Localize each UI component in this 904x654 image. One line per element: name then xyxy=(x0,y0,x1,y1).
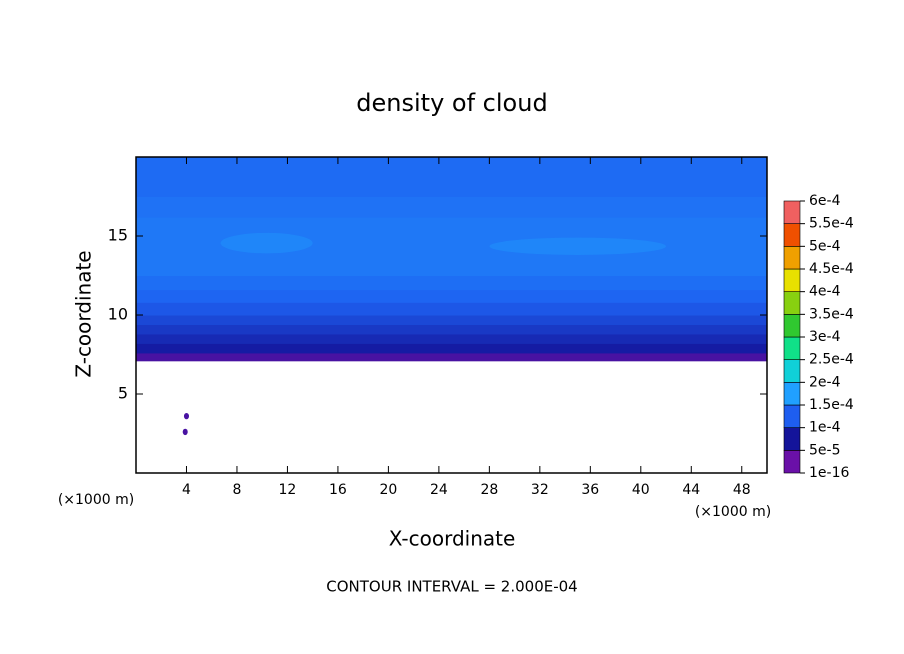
x-tick-label: 32 xyxy=(531,482,549,498)
colorbar-box xyxy=(783,404,801,428)
footer: CONTOUR INTERVAL = 2.000E-04 xyxy=(326,578,577,596)
contour-patch xyxy=(220,232,313,254)
x-tick-label: 24 xyxy=(430,482,448,498)
colorbar-box xyxy=(783,223,801,247)
x-unit: (×1000 m) xyxy=(695,504,771,520)
contour-patch xyxy=(183,412,190,420)
contour-band xyxy=(136,333,767,344)
colorbar-box xyxy=(783,291,801,315)
x-tick-label: 4 xyxy=(182,482,191,498)
colorbar-box xyxy=(783,427,801,451)
x-tick-label: 48 xyxy=(733,482,751,498)
y-unit: (×1000 m) xyxy=(58,492,134,508)
chart-title: density of cloud xyxy=(356,89,547,117)
contour-band xyxy=(136,275,767,291)
colorbar-label: 3e-4 xyxy=(809,329,841,345)
colorbar-box xyxy=(783,200,801,224)
contour-band xyxy=(136,302,767,316)
colorbar-label: 5e-5 xyxy=(809,442,840,458)
colorbar-label: 6e-4 xyxy=(809,193,841,209)
contour-patch xyxy=(489,237,667,255)
contour-band xyxy=(136,157,767,197)
colorbar-label: 4e-4 xyxy=(809,284,841,300)
y-tick-label: 10 xyxy=(108,305,128,324)
colorbar-box xyxy=(783,336,801,360)
colorbar-label: 2e-4 xyxy=(809,374,841,390)
colorbar-label: 5.5e-4 xyxy=(809,216,854,232)
contour-band xyxy=(136,196,767,218)
y-tick-label: 5 xyxy=(118,384,128,403)
colorbar-box xyxy=(783,359,801,383)
contour-band xyxy=(136,324,767,335)
colorbar-label: 4.5e-4 xyxy=(809,261,854,277)
contour-band xyxy=(136,315,767,325)
x-tick-label: 12 xyxy=(279,482,297,498)
contour-band xyxy=(136,343,767,354)
x-tick-label: 8 xyxy=(232,482,241,498)
contour-band xyxy=(136,289,767,303)
x-tick-label: 16 xyxy=(329,482,347,498)
x-tick-label: 20 xyxy=(379,482,397,498)
x-axis-label: X-coordinate xyxy=(389,527,516,551)
colorbar-label: 2.5e-4 xyxy=(809,352,854,368)
colorbar-box xyxy=(783,450,801,474)
y-tick-label: 15 xyxy=(108,226,128,245)
colorbar-label: 1.5e-4 xyxy=(809,397,854,413)
x-tick-label: 44 xyxy=(682,482,700,498)
colorbar-box xyxy=(783,268,801,292)
x-tick-label: 40 xyxy=(632,482,650,498)
colorbar-label: 1e-16 xyxy=(809,465,849,481)
colorbar-label: 5e-4 xyxy=(809,238,841,254)
colorbar-box xyxy=(783,382,801,406)
colorbar-label: 1e-4 xyxy=(809,420,841,436)
x-tick-label: 28 xyxy=(480,482,498,498)
contour-patch xyxy=(182,428,188,436)
colorbar-box xyxy=(783,314,801,338)
colorbar-label: 3.5e-4 xyxy=(809,306,854,322)
contour-band xyxy=(136,352,767,362)
y-axis-label: Z-coordinate xyxy=(72,250,96,377)
colorbar-box xyxy=(783,246,801,270)
x-tick-label: 36 xyxy=(581,482,599,498)
